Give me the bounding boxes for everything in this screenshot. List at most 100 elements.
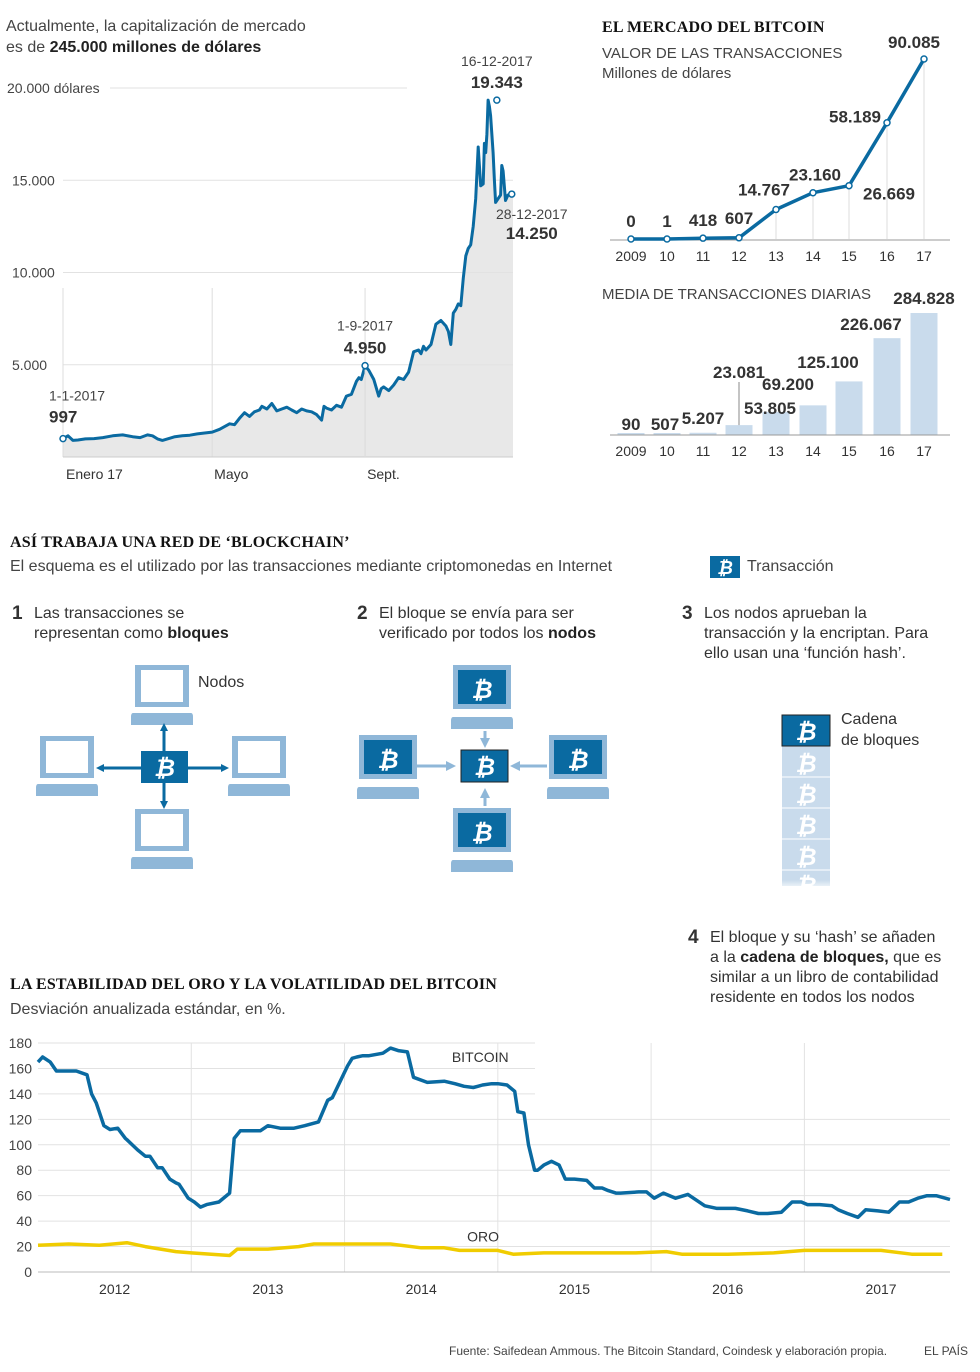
bar-value-label: 53.805 xyxy=(744,399,796,418)
step-text: representan como bloques xyxy=(34,625,229,642)
annotation-date: 1-9-2017 xyxy=(337,318,393,334)
daily-transactions-chart: 2009 10 11 12 13 14 15 16 17 90 507 5.207 23.081 53.8… xyxy=(610,289,955,459)
y-tick-label: 140 xyxy=(9,1086,33,1102)
nodes-label: Nodos xyxy=(198,674,244,691)
value-label: 26.669 xyxy=(863,185,915,204)
market-title: EL MERCADO DEL BITCOIN xyxy=(602,19,825,36)
step-1: 1 Las transacciones se representan como … xyxy=(12,604,312,648)
diagram-verify: ₿ ₿ ₿ ₿ ₿ xyxy=(357,665,609,872)
bar xyxy=(653,433,681,435)
bar-value-label: 90 xyxy=(622,415,641,434)
x-tick-label: 2009 xyxy=(615,443,646,459)
bitcoin-icon: ₿ xyxy=(795,782,816,809)
laptop-top: ₿ xyxy=(451,665,513,729)
bar-value-label: 69.200 xyxy=(762,375,814,394)
step-text: Las transacciones se xyxy=(34,605,185,622)
svg-text:₿: ₿ xyxy=(471,677,492,704)
diagram-broadcast: ₿ Nodos xyxy=(36,665,290,869)
y-tick-label: 100 xyxy=(9,1137,33,1153)
annotation-value: 997 xyxy=(49,408,77,427)
bar-value-label: 284.828 xyxy=(893,289,954,308)
x-tick-label: Enero 17 xyxy=(66,466,123,482)
y-tick-label: 120 xyxy=(9,1111,33,1127)
chain-label: de bloques xyxy=(841,732,919,749)
bar xyxy=(689,432,717,435)
step-number: 4 xyxy=(688,927,699,948)
bar xyxy=(762,411,790,435)
volatility-chart: 0 20 40 60 80 100 120 140 160 180 2012 2013 2014 2015… xyxy=(9,1035,951,1297)
laptop-left: ₿ xyxy=(357,735,419,799)
laptop-top xyxy=(131,665,193,725)
bar xyxy=(873,338,901,435)
value-label: 23.160 xyxy=(789,166,841,185)
y-tick-label: 160 xyxy=(9,1060,33,1076)
x-tick-label: 10 xyxy=(659,248,675,264)
price-intro: Actualmente, la capitalización de mercad… xyxy=(6,16,306,58)
x-tick-label: Mayo xyxy=(214,466,248,482)
bar xyxy=(617,433,645,435)
x-tick-label: 2015 xyxy=(559,1281,590,1297)
x-tick-label: 2012 xyxy=(99,1281,130,1297)
step-text: El bloque y su ‘hash’ se añaden xyxy=(710,929,936,946)
annotation-date: 16-12-2017 xyxy=(461,53,533,69)
svg-text:₿: ₿ xyxy=(154,755,175,782)
laptop-right: ₿ xyxy=(547,735,609,799)
annotation-marker xyxy=(493,96,501,104)
step-text: residente en todos los nodos xyxy=(710,989,915,1006)
x-tick-label: 17 xyxy=(916,443,932,459)
y-tick-label: 15.000 xyxy=(12,172,55,188)
chain-blocks: ₿ ₿ ₿ ₿ ₿ xyxy=(780,746,832,890)
x-tick-label: 15 xyxy=(841,443,857,459)
value-point xyxy=(735,234,743,242)
bitcoin-icon: ₿ xyxy=(141,751,188,783)
step-text: El bloque se envía para ser xyxy=(379,605,574,622)
svg-text:₿: ₿ xyxy=(471,820,492,847)
value-label: 0 xyxy=(626,212,635,231)
y-tick-label: 20 xyxy=(16,1239,32,1255)
step-4: 4 El bloque y su ‘hash’ se añaden a la c… xyxy=(688,928,980,1012)
y-tick-label: 180 xyxy=(9,1035,33,1051)
laptop-bottom: ₿ xyxy=(451,808,513,872)
x-tick-label: 2013 xyxy=(252,1281,283,1297)
y-tick-label: 5.000 xyxy=(12,357,47,373)
volatility-subtitle: Desviación anualizada estándar, en %. xyxy=(10,1001,286,1018)
x-tick-label: 2017 xyxy=(865,1281,896,1297)
laptop-left xyxy=(36,736,98,796)
x-tick-label: 12 xyxy=(731,443,747,459)
bitcoin-icon: ₿ xyxy=(795,751,816,778)
x-tick-label: 13 xyxy=(768,443,784,459)
price-intro-line1: Actualmente, la capitalización de mercad… xyxy=(6,18,306,35)
annotation-value: 4.950 xyxy=(344,339,387,358)
volatility-title: LA ESTABILIDAD DEL ORO Y LA VOLATILIDAD … xyxy=(10,976,498,993)
svg-text:₿: ₿ xyxy=(567,747,588,774)
x-tick-label: 2009 xyxy=(615,248,646,264)
value-point xyxy=(772,205,780,214)
value-point xyxy=(845,181,853,190)
x-tick-label: 12 xyxy=(731,248,747,264)
value-point xyxy=(920,55,928,63)
bitcoin-icon: ₿ xyxy=(781,714,831,747)
x-tick-label: 11 xyxy=(696,248,711,264)
x-tick-label: 17 xyxy=(916,248,932,264)
svg-text:₿: ₿ xyxy=(795,719,816,746)
value-label: 418 xyxy=(689,211,717,230)
step-number: 2 xyxy=(357,603,368,624)
value-title: VALOR DE LAS TRANSACCIONES xyxy=(602,45,843,62)
step-2: 2 El bloque se envía para ser verificado… xyxy=(357,604,657,648)
annotation-marker xyxy=(361,361,369,370)
annotation-date: 1-1-2017 xyxy=(49,388,105,404)
step-text: verificado por todos los nodos xyxy=(379,625,596,642)
svg-text:₿: ₿ xyxy=(717,558,733,578)
x-tick-label: 2016 xyxy=(712,1281,743,1297)
transaction-value-chart: 2009 10 11 12 13 14 15 16 17 0 1 418 607 14.76723.160… xyxy=(610,33,950,264)
annotation-marker xyxy=(508,190,516,198)
series-label: ORO xyxy=(467,1228,499,1244)
bar-value-label: 5.207 xyxy=(682,409,725,428)
value-point xyxy=(883,118,891,127)
annotation-value: 19.343 xyxy=(471,73,523,92)
value-label: 90.085 xyxy=(888,33,940,52)
y-tick-label: 40 xyxy=(16,1213,32,1229)
chain-label: Cadena xyxy=(841,711,897,728)
step-text: ello usan una ‘función hash’. xyxy=(704,645,906,662)
x-tick-label: 14 xyxy=(805,248,821,264)
